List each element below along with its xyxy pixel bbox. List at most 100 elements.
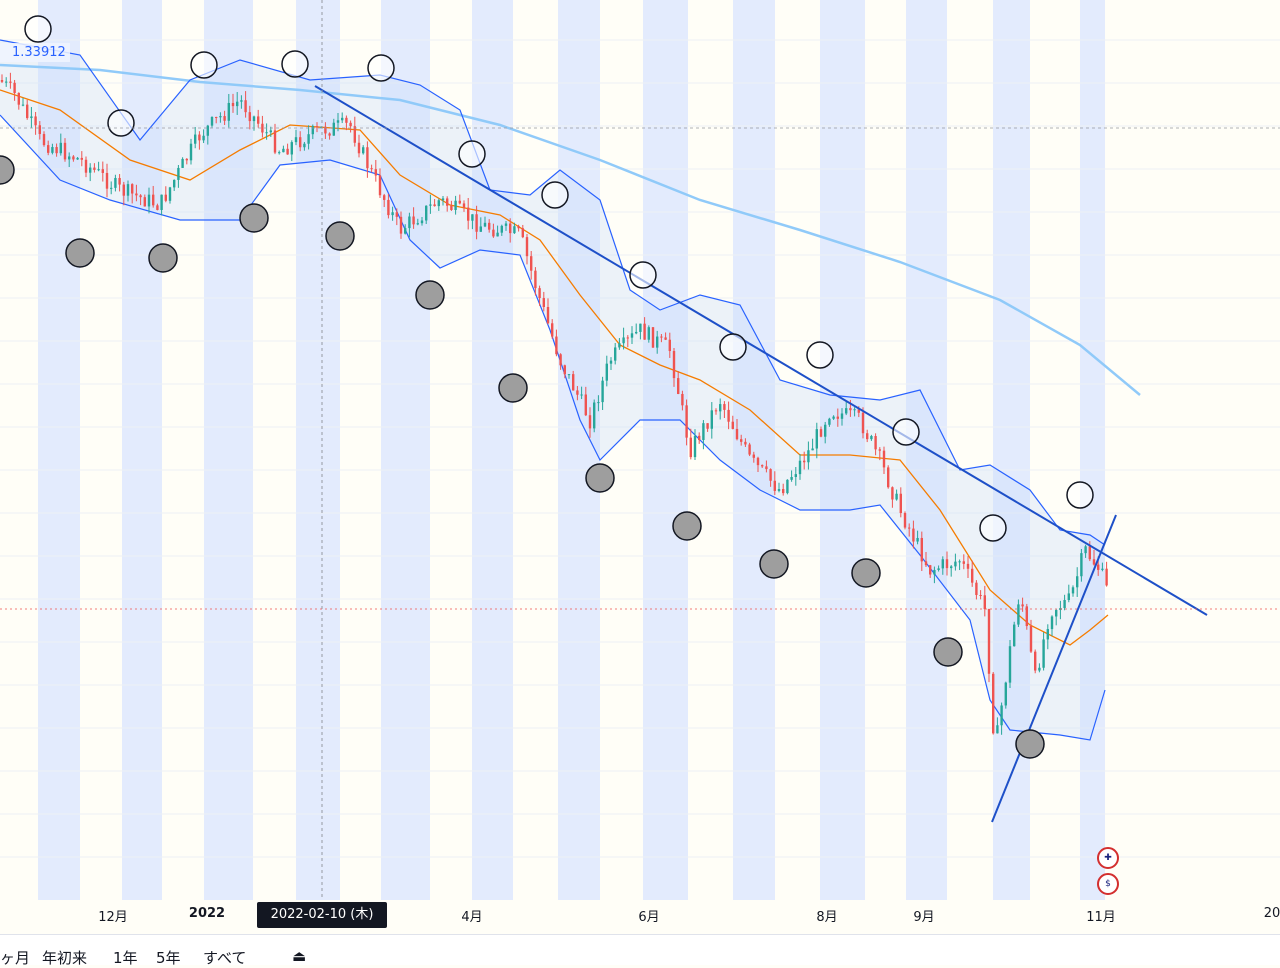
candle-body — [399, 216, 403, 234]
swing-high-marker — [719, 333, 747, 361]
candle-body — [257, 116, 260, 124]
candle-body — [437, 200, 440, 207]
session-column-9 — [820, 0, 865, 900]
range-1y-button[interactable]: 1年 — [113, 949, 138, 967]
candle-body — [916, 537, 919, 542]
candle-body — [618, 343, 621, 348]
candle-body — [1008, 646, 1012, 683]
session-column-0 — [38, 0, 80, 900]
candle-body — [840, 413, 844, 419]
candle-body — [656, 336, 659, 348]
candle-body — [1097, 564, 1100, 570]
candle-body — [744, 441, 747, 445]
candle-body — [962, 561, 965, 564]
candle-body — [727, 409, 730, 422]
candle-body — [609, 360, 613, 364]
candle-body — [853, 409, 856, 411]
candle-body — [504, 223, 508, 226]
candle-body — [341, 117, 344, 121]
bollinger-band-fill — [0, 40, 1105, 740]
candle-body — [307, 134, 310, 144]
candle-body — [17, 92, 20, 105]
date-range-icon[interactable]: ⏏ — [292, 947, 307, 965]
candle-body — [761, 465, 764, 467]
candle-body — [1021, 604, 1024, 607]
swing-low-marker — [933, 637, 963, 667]
swing-low-marker — [672, 511, 702, 541]
candle-body — [559, 354, 562, 366]
candle-body — [731, 421, 734, 429]
candle-body — [769, 469, 772, 481]
candle-body — [332, 122, 335, 136]
pivot-markers — [0, 15, 1094, 759]
candle-body — [126, 184, 130, 196]
price-chart[interactable] — [0, 0, 1280, 900]
candle-body — [882, 450, 886, 468]
range-ytd-button[interactable]: 年初来 — [42, 949, 88, 967]
candle-body — [72, 156, 75, 160]
candle-body — [416, 223, 419, 225]
candle-body — [895, 493, 898, 500]
candle-body — [299, 137, 302, 148]
candle-body — [542, 298, 545, 307]
session-column-3 — [296, 0, 340, 900]
candle-body — [286, 148, 289, 155]
candle-body — [803, 460, 806, 463]
x-tick-label: 2022 — [188, 906, 226, 921]
candle-body — [593, 402, 596, 429]
swing-high-marker — [892, 418, 920, 446]
us-flag-icon[interactable]: $ — [1097, 873, 1119, 895]
candle-body — [836, 416, 839, 419]
swing-high-marker — [458, 140, 486, 168]
candle-body — [824, 424, 827, 437]
bollinger-upper-band — [0, 39, 1106, 546]
range-month-button[interactable]: ヶ月 — [0, 949, 31, 967]
candle-body — [143, 197, 146, 207]
session-column-8 — [733, 0, 775, 900]
candle-body — [668, 339, 671, 352]
candle-body — [164, 194, 167, 201]
swing-low-marker — [851, 558, 881, 588]
candle-body — [349, 122, 352, 127]
candle-body — [336, 120, 340, 123]
candle-body — [202, 135, 205, 141]
candle-body — [614, 347, 617, 361]
bollinger-lower-band — [0, 114, 1106, 741]
candle-body — [975, 582, 978, 596]
candle-body — [378, 175, 382, 196]
candle-body — [828, 418, 831, 425]
candle-body — [929, 565, 932, 575]
candle-body — [937, 568, 940, 570]
candle-body — [672, 351, 676, 379]
swing-low-marker — [325, 221, 355, 251]
candle-body — [845, 408, 848, 414]
swing-high-marker — [281, 50, 309, 78]
swing-low-marker — [415, 280, 445, 310]
candle-body — [698, 435, 701, 441]
candle-body — [572, 374, 575, 391]
candle-body — [782, 489, 785, 494]
range-all-button[interactable]: すべて — [203, 949, 247, 967]
candle-body — [282, 148, 285, 153]
candle-body — [1063, 599, 1066, 609]
range-5y-button[interactable]: 5年 — [156, 949, 181, 967]
candle-body — [311, 126, 314, 135]
candle-body — [483, 222, 487, 227]
swing-high-marker — [541, 181, 569, 209]
candle-body — [105, 172, 109, 189]
candle-body — [765, 466, 768, 470]
swing-high-marker — [367, 54, 395, 82]
candle-body — [773, 480, 776, 491]
candle-body — [807, 450, 810, 463]
candle-body — [576, 390, 579, 395]
candle-body — [786, 479, 789, 494]
gb-flag-icon[interactable]: ✚ — [1097, 847, 1119, 869]
candle-body — [55, 147, 58, 154]
candle-body — [1046, 629, 1049, 640]
candlesticks — [0, 72, 1108, 735]
candle-body — [248, 112, 251, 122]
candle-body — [383, 195, 386, 200]
candle-body — [458, 200, 461, 204]
candle-body — [450, 205, 453, 211]
candle-body — [223, 116, 226, 121]
